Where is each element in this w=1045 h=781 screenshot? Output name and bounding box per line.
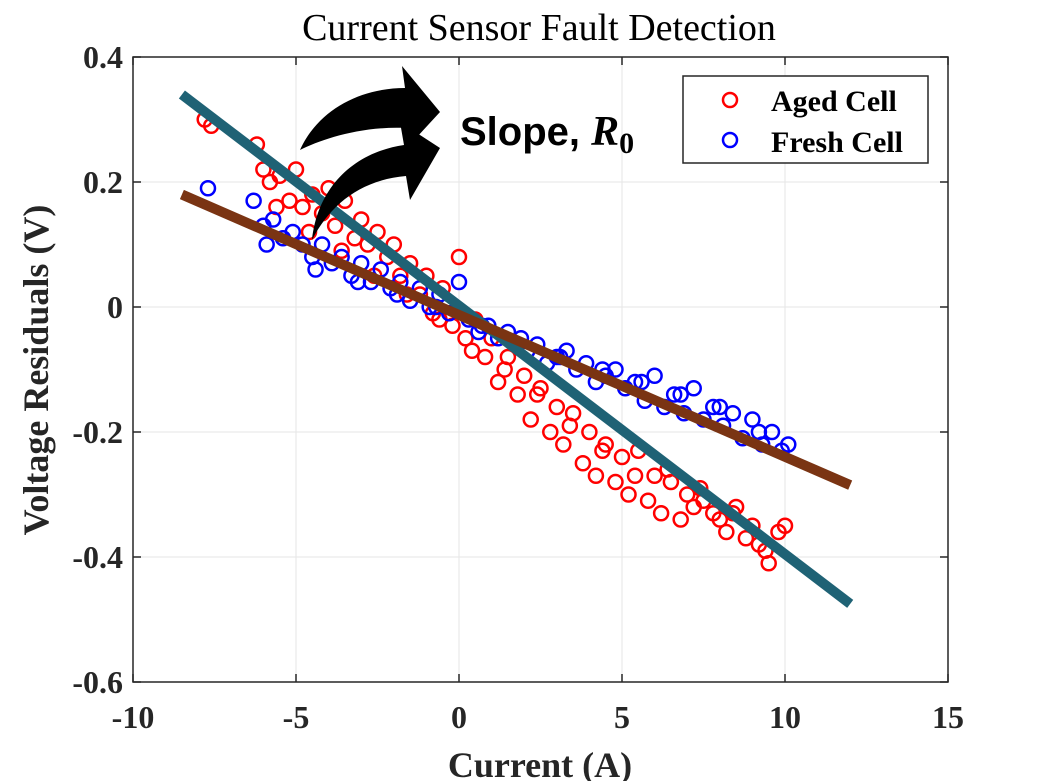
data-point-aged-cell [594,442,611,459]
data-point-aged-cell [718,523,735,541]
data-point-fresh-cell [258,236,275,253]
data-point-fresh-cell [245,192,262,209]
data-point-aged-cell [639,492,657,509]
data-point-fresh-cell [307,261,324,278]
x-tick-label: 5 [614,699,630,735]
data-point-aged-cell [392,267,409,284]
fit-line-teal [178,90,854,608]
data-point-aged-cell [587,467,605,484]
y-tick-label: 0.2 [83,164,123,200]
slope-annotation: Slope, R0 [460,109,634,160]
data-point-aged-cell [548,398,566,416]
data-point-aged-cell [581,423,598,441]
data-point-aged-cell [613,448,631,466]
data-point-aged-cell [522,411,539,428]
data-point-aged-cell [672,511,689,528]
x-tick-label: 10 [769,699,801,735]
y-tick-label: -0.4 [72,539,123,575]
data-point-aged-cell [620,486,637,503]
data-point-aged-cell [515,367,533,384]
chart-title: Current Sensor Fault Detection [302,7,776,49]
data-point-aged-cell [561,417,579,434]
fit-line-layer [178,90,854,608]
data-point-aged-cell [450,248,468,266]
x-tick-label: 15 [932,699,964,735]
data-point-aged-cell [457,330,474,347]
data-point-aged-cell [574,455,592,472]
fit-line-brown [179,189,853,490]
data-point-aged-cell [489,373,507,391]
legend-label-fresh-cell: Fresh Cell [771,126,903,159]
x-tick-label: -10 [112,699,155,735]
data-point-aged-cell [711,511,729,528]
y-tick-label: 0 [107,289,123,325]
tick-layer: -10 -5 0 5 10 15 -0.6 -0.4 -0.2 0 0.2 0.4 [72,39,964,735]
data-point-aged-cell [496,361,513,378]
data-point-aged-cell [776,517,794,534]
y-tick-label: 0.4 [83,39,123,75]
data-point-aged-cell [626,467,644,484]
data-point-fresh-cell [646,367,663,384]
data-point-fresh-cell [705,398,722,416]
data-point-fresh-cell [199,180,217,197]
data-point-fresh-cell [724,405,742,422]
curved-arrow-lower-icon [312,122,440,240]
data-point-aged-cell [509,386,526,403]
legend-marker-fresh-cell [721,131,739,149]
legend-marker-aged-cell [721,91,739,109]
data-point-aged-cell [607,473,624,491]
data-point-fresh-cell [711,398,729,416]
data-point-aged-cell [542,423,559,441]
data-point-fresh-cell [685,380,702,397]
data-point-aged-cell [646,467,663,484]
data-point-aged-cell [528,386,546,403]
data-point-aged-cell [555,436,572,453]
data-point-aged-cell [737,530,755,547]
y-tick-label: -0.2 [72,414,123,450]
data-point-aged-cell [281,192,298,209]
data-point-fresh-cell [780,436,797,453]
data-point-aged-cell [463,342,481,359]
data-point-fresh-cell [264,211,282,228]
y-axis-label: Voltage Residuals (V) [16,205,56,536]
data-point-fresh-cell [665,386,683,403]
data-point-fresh-cell [672,386,689,403]
legend: Aged Cell Fresh Cell [682,75,929,164]
data-point-aged-cell [294,198,311,216]
legend-box [682,75,929,164]
scatter-layer [196,111,797,572]
data-point-aged-cell [476,348,494,366]
y-tick-label: -0.6 [72,664,123,700]
x-tick-label: -5 [283,699,310,735]
data-point-fresh-cell [744,411,761,428]
legend-label-aged-cell: Aged Cell [771,85,897,118]
x-axis-label: Current (A) [448,745,632,781]
data-point-fresh-cell [750,423,768,441]
data-point-aged-cell [652,505,670,522]
data-point-aged-cell [326,217,344,234]
data-point-fresh-cell [450,273,468,291]
plot-area-frame [132,56,949,683]
data-point-aged-cell [333,242,350,259]
x-tick-label: 0 [451,699,467,735]
data-point-aged-cell [678,486,696,503]
